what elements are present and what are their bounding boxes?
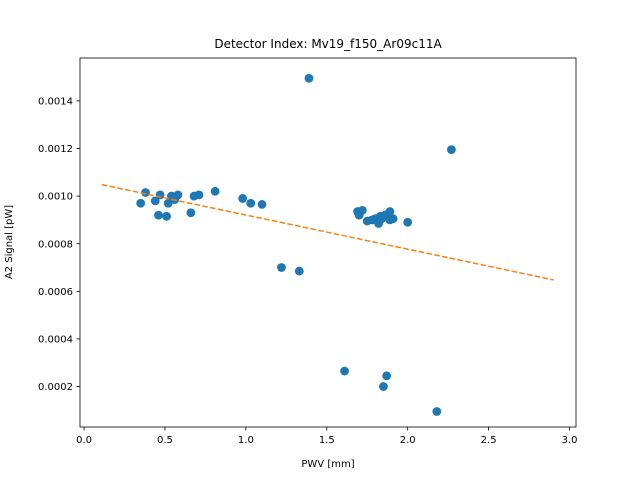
data-point xyxy=(257,200,267,209)
data-point xyxy=(446,145,456,155)
data-point xyxy=(163,198,173,208)
data-point xyxy=(340,366,349,376)
y-tick-label: 0.0010 xyxy=(38,192,73,203)
data-point xyxy=(277,263,286,272)
y-tick-label: 0.0002 xyxy=(38,382,73,393)
x-tick-label: 1.0 xyxy=(238,435,254,446)
y-tick-label: 0.0014 xyxy=(38,96,73,107)
data-point xyxy=(379,382,388,391)
data-point xyxy=(141,188,150,197)
data-point xyxy=(173,190,183,200)
plot-area xyxy=(101,73,554,416)
data-point xyxy=(238,194,248,203)
data-point xyxy=(246,198,256,208)
data-point xyxy=(136,198,146,208)
y-axis-label: A2 Signal [pW] xyxy=(4,205,15,279)
y-tick-label: 0.0006 xyxy=(38,287,73,298)
x-tick-label: 0.0 xyxy=(76,435,92,446)
axes: 0.0 0.5 1.0 1.5 2.0 2.5 3.0 0.0002 0.0004 0.0006 0… xyxy=(38,57,578,446)
data-point xyxy=(432,407,442,416)
chart-title: Detector Index: Mv19_f150_Ar09c11A xyxy=(214,37,442,51)
y-tick-label: 0.0008 xyxy=(38,239,73,250)
x-tick-label: 2.5 xyxy=(481,435,497,446)
data-point xyxy=(154,210,163,220)
data-point xyxy=(155,190,165,200)
data-point xyxy=(385,207,395,216)
x-tick-label: 1.5 xyxy=(319,435,335,446)
data-point xyxy=(388,214,398,224)
axes-frame xyxy=(79,57,577,428)
x-tick-label: 3.0 xyxy=(562,435,578,446)
data-point xyxy=(357,205,367,215)
data-point xyxy=(210,186,220,196)
data-point xyxy=(294,266,304,276)
data-point xyxy=(162,211,171,221)
data-point xyxy=(403,217,413,227)
data-point xyxy=(194,190,204,200)
x-tick-label: 0.5 xyxy=(157,435,173,446)
data-point xyxy=(304,73,314,83)
data-point xyxy=(382,371,392,381)
y-tick-label: 0.0012 xyxy=(38,144,73,155)
data-point xyxy=(150,196,160,206)
x-axis-label: PWV [mm] xyxy=(301,459,354,470)
data-point xyxy=(186,208,196,218)
fit-line xyxy=(101,183,554,281)
y-tick-label: 0.0004 xyxy=(38,335,73,346)
x-tick-label: 2.0 xyxy=(400,435,416,446)
